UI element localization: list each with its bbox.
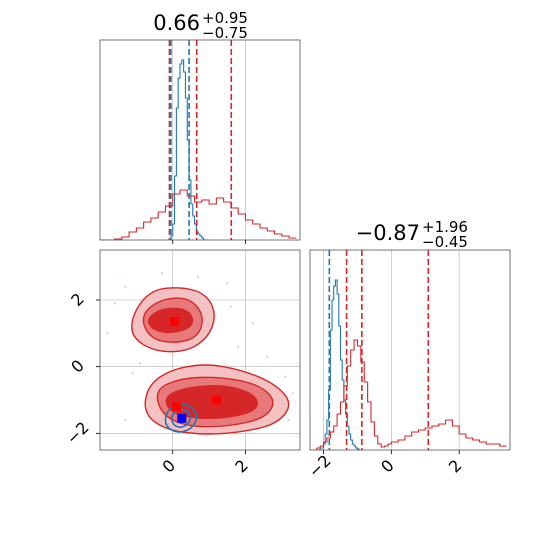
joint-scatter-point — [124, 418, 127, 422]
title-x-sup: +0.95 — [202, 9, 248, 27]
joint-scatter-point — [113, 302, 116, 305]
marginal-y-xtick-label: 0 — [377, 456, 398, 477]
title-x-main: 0.66 — [153, 11, 200, 35]
joint-scatter-point — [197, 275, 200, 278]
joint-frame — [99, 249, 301, 451]
title-y-main: −0.87 — [356, 221, 420, 245]
joint-blue-contour-1 — [170, 408, 191, 429]
marginal-y-panel: −2 0 2 — [305, 249, 511, 481]
joint-scatter-point — [226, 282, 229, 285]
joint-xtick-label: 0 — [159, 456, 180, 477]
joint-scatter-point — [160, 272, 163, 275]
title-x-marginal: 0.66 +0.95 −0.75 — [153, 9, 248, 42]
joint-scatter-point — [138, 362, 142, 365]
title-y-sub: −0.45 — [422, 233, 468, 251]
marginal-x-frame — [99, 39, 301, 241]
joint-ytick-label: −2 — [63, 418, 93, 448]
joint-content — [106, 272, 294, 435]
joint-marker-red-1 — [171, 402, 181, 412]
joint-marker-red-0 — [170, 317, 180, 327]
joint-scatter-point — [291, 392, 294, 395]
joint-scatter-point — [284, 375, 287, 378]
marginal-x-panel — [99, 39, 301, 244]
joint-marker-blue-3 — [177, 413, 187, 423]
marginal-x-series — [100, 40, 297, 240]
joint-scatter-point — [106, 332, 109, 335]
joint-scatter-point — [237, 345, 240, 348]
joint-marker-red-2 — [211, 395, 221, 405]
joint-blue-contour-0 — [164, 403, 198, 433]
marginal-y-xtick-label: −2 — [305, 451, 335, 481]
joint-scatter-point — [287, 418, 291, 422]
marginal-y-series — [313, 250, 507, 450]
joint-ytick-label: 0 — [67, 356, 88, 377]
title-y-marginal: −0.87 +1.96 −0.45 — [356, 218, 468, 251]
joint-red-contour-inner-1 — [165, 385, 258, 420]
marginal-y-xtick-label: 2 — [445, 456, 466, 477]
marginal-y-frame — [309, 249, 511, 451]
marginal-x-hist-red — [100, 189, 297, 240]
joint-xtick-label: 2 — [231, 456, 252, 477]
joint-scatter-point — [251, 322, 254, 325]
marginal-x-hist-blue — [169, 59, 210, 240]
title-y-sup: +1.96 — [422, 218, 468, 236]
joint-scatter-point — [266, 355, 269, 358]
joint-ytick-label: 2 — [67, 289, 88, 310]
joint-scatter-point — [124, 285, 127, 288]
marginal-y-hist-red — [313, 339, 507, 450]
marginal-y-hist-blue — [316, 279, 361, 450]
joint-panel: 0 2 −2 0 2 — [63, 249, 301, 477]
title-x-sub: −0.75 — [202, 24, 248, 42]
joint-scatter-point — [229, 305, 233, 308]
joint-scatter-point — [131, 372, 134, 375]
